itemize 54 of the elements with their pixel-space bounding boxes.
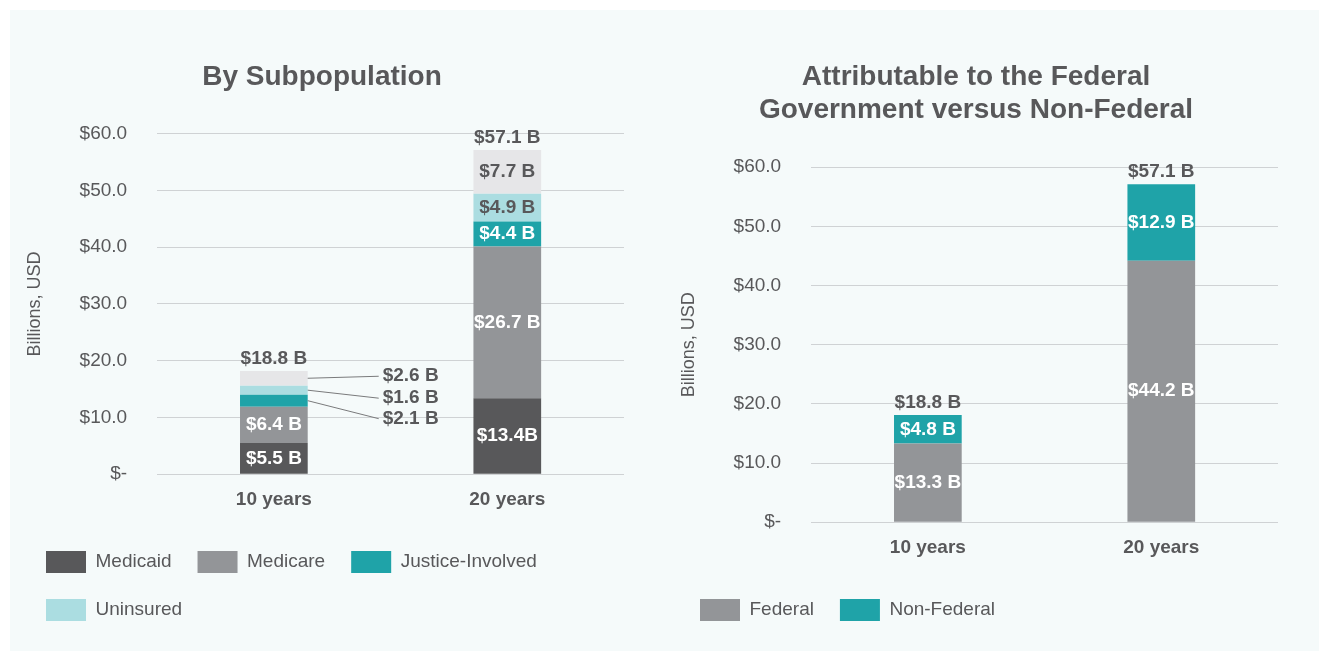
x-tick-label: 20 years bbox=[469, 487, 546, 509]
data-label: $4.9 B bbox=[479, 195, 536, 217]
bar bbox=[240, 385, 308, 395]
chart-title: Attributable to the Federal Government versus Non-Federal bbox=[758, 59, 1194, 125]
y-tick-label: $- bbox=[110, 462, 128, 484]
data-label: $26.7 B bbox=[474, 310, 541, 332]
bar bbox=[473, 246, 542, 399]
bar bbox=[894, 443, 962, 522]
bar bbox=[240, 370, 308, 386]
data-label: $5.5 B bbox=[245, 446, 302, 468]
y-tick-label: $20.0 bbox=[79, 348, 128, 370]
data-label: $6.4 B bbox=[245, 413, 302, 435]
x-tick-label: 10 years bbox=[889, 535, 966, 557]
y-tick-label: $50.0 bbox=[733, 214, 782, 236]
data-label: $12.9 B bbox=[1128, 210, 1195, 232]
chart-title: By Subpopulation bbox=[202, 59, 442, 91]
y-tick-label: $10.0 bbox=[79, 405, 128, 427]
y-tick-label: $20.0 bbox=[733, 392, 782, 414]
y-tick-label: $60.0 bbox=[79, 121, 128, 143]
data-label: $44.2 B bbox=[1128, 379, 1195, 401]
data-label: $4.8 B bbox=[899, 417, 956, 439]
bar bbox=[473, 398, 542, 474]
x-tick-label: 10 years bbox=[235, 487, 312, 509]
annotation: $18.8 B bbox=[894, 390, 962, 412]
annotation: $18.8 B bbox=[240, 346, 308, 368]
legend-label: Non-Federal bbox=[889, 598, 996, 620]
bar bbox=[1127, 184, 1196, 261]
annotation: $57.1 B bbox=[474, 125, 541, 147]
legend-label: Justice-Involved bbox=[400, 550, 537, 572]
data-label: $4.4 B bbox=[479, 222, 536, 244]
legend-label: Federal bbox=[749, 598, 814, 620]
y-tick-label: $60.0 bbox=[733, 155, 782, 177]
y-tick-label: $50.0 bbox=[79, 178, 128, 200]
y-axis-title: Billions, USD bbox=[23, 251, 44, 357]
bar bbox=[1127, 260, 1196, 522]
bar bbox=[240, 394, 308, 407]
y-tick-label: $10.0 bbox=[733, 451, 782, 473]
y-tick-label: $- bbox=[764, 510, 782, 532]
annotation: $57.1 B bbox=[1128, 160, 1195, 182]
data-label: $2.1 B bbox=[382, 406, 439, 428]
legend-label: Medicare bbox=[247, 550, 326, 572]
y-tick-label: $40.0 bbox=[79, 235, 128, 257]
data-label: $7.7 B bbox=[479, 160, 536, 182]
data-label: $2.6 B bbox=[382, 364, 439, 386]
data-label: $13.3 B bbox=[894, 470, 962, 492]
y-tick-label: $40.0 bbox=[733, 273, 782, 295]
y-tick-label: $30.0 bbox=[79, 292, 128, 314]
y-axis-title: Billions, USD bbox=[677, 292, 698, 398]
legend-label: Uninsured bbox=[95, 598, 183, 620]
legend-label: Medicaid bbox=[95, 550, 172, 572]
data-label: $13.4B bbox=[476, 424, 538, 446]
y-tick-label: $30.0 bbox=[733, 332, 782, 354]
data-label: $1.6 B bbox=[382, 386, 439, 408]
x-tick-label: 20 years bbox=[1123, 535, 1200, 557]
